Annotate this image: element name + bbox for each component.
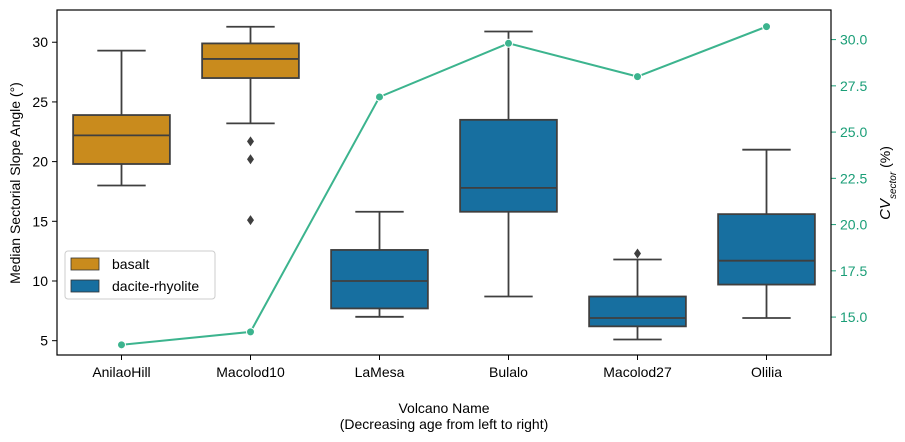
y-left-tick-label: 25 (32, 94, 48, 110)
legend-swatch-dacite-rhyolite (70, 279, 100, 293)
y-axis-right-label-main: CV (877, 197, 894, 220)
legend-swatch-basalt (70, 257, 100, 271)
cv-point (762, 22, 771, 32)
x-tick-label: Bulalo (489, 364, 528, 380)
box-iqr (72, 114, 171, 165)
y-right-tick-label: 30.0 (840, 32, 867, 48)
y-left-tick-label: 15 (32, 213, 48, 229)
y-right-tick-label: 17.5 (840, 263, 867, 279)
outlier-point (247, 154, 254, 165)
y-right-tick-label: 20.0 (840, 217, 867, 233)
box-iqr (330, 249, 429, 310)
box-Olilia (717, 148, 816, 319)
cv-point (633, 72, 642, 82)
outlier-point (247, 136, 254, 147)
x-axis-ticks: AnilaoHill Macolod10 LaMesa Bulalo Macolod27… (92, 355, 782, 380)
y-left-tick-label: 30 (32, 34, 48, 50)
x-axis-label: Volcano Name (398, 400, 489, 416)
box-iqr (717, 213, 816, 286)
plot-frame (56, 9, 832, 356)
x-tick-label: Olilia (751, 364, 782, 380)
box-AnilaoHill (72, 49, 171, 187)
box-iqr (201, 42, 300, 79)
y-left-tick-label: 5 (40, 333, 48, 349)
cv-point (117, 340, 126, 350)
box-Macolod27 (588, 248, 687, 341)
outlier-point (247, 215, 254, 226)
cv-point (504, 38, 513, 48)
y-axis-right-label-subscript: sector (888, 171, 899, 199)
y-left-tick-label: 10 (32, 273, 48, 289)
legend-label-dacite-rhyolite: dacite-rhyolite (112, 278, 199, 294)
x-tick-label: Macolod27 (603, 364, 672, 380)
y-right-tick-label: 25.0 (840, 124, 867, 140)
cv-line-path (121, 25, 767, 346)
x-tick-label: LaMesa (355, 364, 405, 380)
legend: basalt dacite-rhyolite (64, 250, 216, 300)
box-LaMesa (330, 210, 429, 318)
y-left-tick-label: 20 (32, 154, 48, 170)
x-tick-label: Macolod10 (216, 364, 285, 380)
legend-frame (64, 250, 216, 300)
y-axis-right-label-suffix: (%) (877, 146, 893, 172)
y-axis-right-ticks: 15.0 17.5 20.0 22.5 25.0 27.5 30.0 (831, 32, 867, 325)
box-plots (72, 25, 816, 341)
y-right-tick-label: 22.5 (840, 170, 867, 186)
x-axis-label-subtitle: (Decreasing age from left to right) (340, 416, 549, 432)
cv-point (375, 92, 384, 102)
box-iqr (459, 118, 558, 213)
y-right-tick-label: 15.0 (840, 309, 867, 325)
y-axis-left-label: Median Sectorial Slope Angle (°) (7, 82, 23, 284)
y-axis-right-label: CVsector (%) (877, 146, 899, 220)
x-tick-label: AnilaoHill (92, 364, 150, 380)
y-right-tick-label: 27.5 (840, 78, 867, 94)
cv-sector-line-series (117, 22, 771, 350)
box-Macolod10 (201, 25, 300, 226)
outlier-point (634, 248, 641, 259)
box-iqr (588, 295, 687, 328)
legend-label-basalt: basalt (112, 256, 149, 272)
y-axis-left-ticks: 5 10 15 20 25 30 (32, 34, 57, 349)
cv-point (246, 327, 255, 337)
box-Bulalo (459, 30, 558, 298)
